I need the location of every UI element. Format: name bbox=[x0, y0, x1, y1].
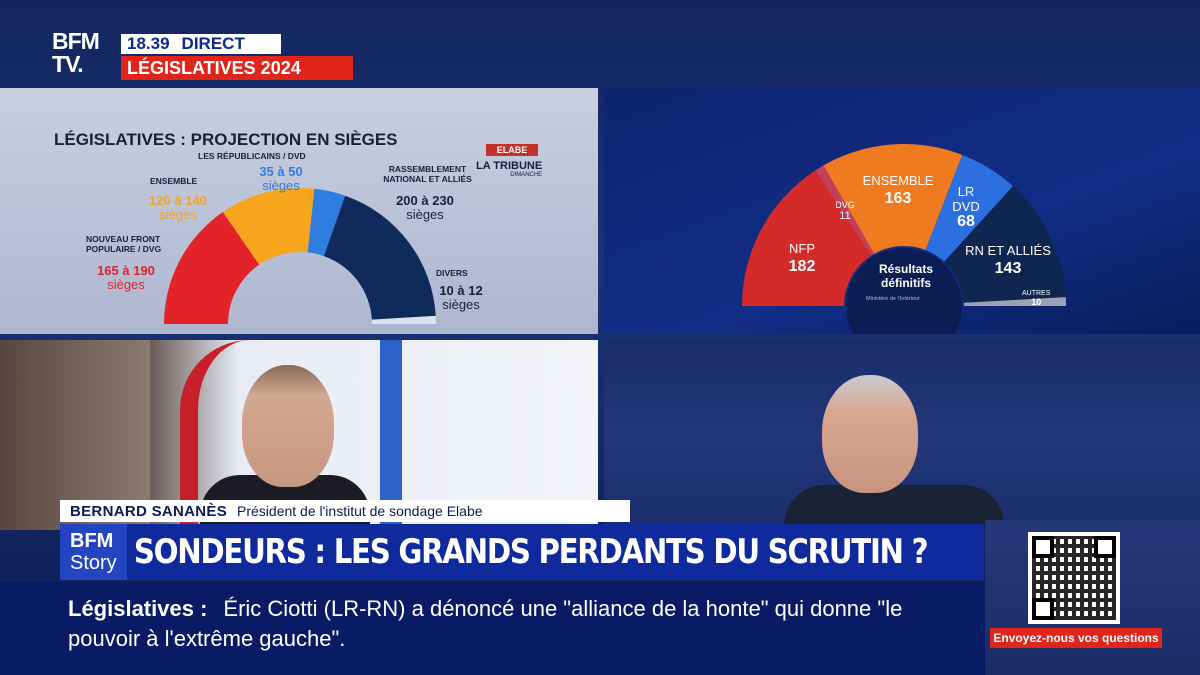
value-nfp: 165 à 190 sièges bbox=[97, 263, 155, 292]
result-rn: RN ET ALLIÉS 143 bbox=[965, 243, 1051, 277]
second-guest-video bbox=[604, 340, 1200, 530]
label-rn: RASSEMBLEMENT NATIONAL ET ALLIÉS bbox=[383, 164, 472, 184]
news-ticker: Législatives : Éric Ciotti (LR-RN) a déno… bbox=[0, 582, 985, 675]
headline-bar: BFM Story SONDEURS : LES GRANDS PERDANTS… bbox=[60, 524, 984, 580]
partner-logo: LA TRIBUNE DIMANCHE bbox=[476, 160, 543, 178]
decor-stripe-blue bbox=[380, 340, 440, 530]
qr-code[interactable] bbox=[1028, 532, 1120, 624]
projection-segment-1 bbox=[222, 188, 315, 265]
projection-hemicycle bbox=[164, 188, 436, 324]
projection-segment-4 bbox=[371, 315, 436, 324]
decor-stripe-red bbox=[180, 340, 250, 530]
background-sculpture bbox=[0, 340, 150, 530]
results-segment-0 bbox=[742, 170, 872, 306]
program-logo: BFM Story bbox=[60, 524, 127, 580]
result-nfp: NFP 182 bbox=[788, 241, 816, 275]
result-autres: AUTRES 10 bbox=[1022, 290, 1051, 307]
label-divers: DIVERS bbox=[436, 268, 468, 278]
topic-bar: LÉGISLATIVES 2024 bbox=[121, 56, 353, 80]
projection-panel: LÉGISLATIVES : PROJECTION EN SIÈGES ELAB… bbox=[0, 88, 598, 334]
results-center bbox=[846, 248, 962, 334]
projection-segment-2 bbox=[307, 188, 346, 257]
headline-text: SONDEURS : LES GRANDS PERDANTS DU SCRUTI… bbox=[133, 532, 929, 572]
results-center-title: Résultats définitifs bbox=[878, 262, 934, 290]
results-segment-4 bbox=[944, 186, 1066, 303]
results-segment-3 bbox=[925, 154, 1013, 262]
result-dvg: DVG 11 bbox=[835, 200, 855, 222]
guest-nameplate: BERNARD SANANÈS Président de l'institut … bbox=[60, 500, 630, 522]
time-bar: 18.39 DIRECT bbox=[121, 34, 281, 54]
value-rn: 200 à 230 sièges bbox=[396, 193, 454, 222]
result-ensemble: ENSEMBLE 163 bbox=[862, 173, 934, 207]
label-lr: LES RÉPUBLICAINS / DVD bbox=[198, 151, 306, 161]
label-nfp: NOUVEAU FRONT POPULAIRE / DVG bbox=[86, 234, 162, 254]
ticker-category: Législatives : bbox=[68, 596, 208, 621]
results-panel bbox=[604, 88, 1200, 334]
value-ensemble: 120 à 140 sièges bbox=[149, 193, 207, 222]
projection-segment-0 bbox=[164, 211, 260, 324]
label-ensemble: ENSEMBLE bbox=[150, 176, 198, 186]
results-segment-2 bbox=[823, 144, 963, 254]
bfmtv-logo: BFM TV. bbox=[52, 28, 100, 77]
results-hemicycle bbox=[742, 144, 1066, 334]
guest-video bbox=[0, 340, 598, 530]
clock: 18.39 bbox=[127, 34, 170, 53]
guest-role: Président de l'institut de sondage Elabe bbox=[237, 503, 483, 519]
projection-title: LÉGISLATIVES : PROJECTION EN SIÈGES bbox=[54, 130, 398, 149]
pollster-logo: ELABE bbox=[486, 144, 538, 156]
results-segment-5 bbox=[963, 297, 1066, 306]
projection-segment-3 bbox=[323, 195, 436, 320]
guest-name: BERNARD SANANÈS bbox=[70, 502, 228, 520]
results-segment-1 bbox=[815, 165, 875, 256]
value-divers: 10 à 12 sièges bbox=[439, 283, 483, 312]
ticker-message: Éric Ciotti (LR-RN) a dénoncé une "allia… bbox=[68, 596, 903, 651]
results-source: Ministère de l'Intérieur bbox=[866, 296, 920, 302]
ticker-text: Législatives : Éric Ciotti (LR-RN) a déno… bbox=[68, 594, 978, 654]
send-questions-banner[interactable]: Envoyez-nous vos questions bbox=[990, 628, 1162, 648]
value-lr: 35 à 50 sièges bbox=[259, 164, 303, 193]
live-label: DIRECT bbox=[181, 34, 245, 53]
result-lr: LR DVD 68 bbox=[952, 184, 980, 230]
